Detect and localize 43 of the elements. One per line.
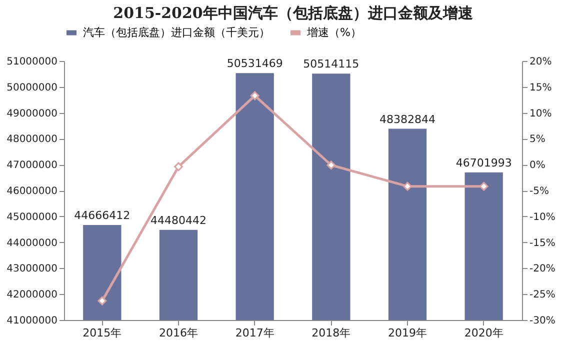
point (98, 296, 107, 306)
y2-tick-label: -15% (530, 238, 556, 249)
y2-tick-label: -20% (530, 264, 556, 275)
data-label: 48382844 (380, 112, 436, 126)
y2-tick-label: -30% (530, 316, 556, 326)
y2-tick-label: 10% (530, 108, 552, 120)
y-tick-label: 41000000 (6, 316, 58, 326)
y2-tick-label: -10% (530, 212, 556, 223)
y-tick-label: 46000000 (6, 186, 58, 197)
y2-tick-label: 5% (530, 134, 546, 146)
point (174, 162, 183, 172)
x-tick-label: 2019年 (388, 326, 427, 340)
x-tick-label: 2015年 (82, 326, 122, 340)
x-tick-label: 2020年 (464, 326, 504, 340)
y-tick-label: 45000000 (6, 212, 58, 223)
y-tick-label: 50000000 (6, 82, 58, 94)
y2-tick-label: 20% (530, 56, 552, 68)
data-label: 44480442 (150, 214, 206, 227)
x-tick-label: 2016年 (159, 326, 198, 340)
y2-tick-label: 0% (530, 160, 546, 172)
data-label: 46701993 (456, 156, 512, 170)
legend-label: 汽车（包括底盘）进口金额（千美元） (83, 26, 270, 39)
y2-tick-label: 15% (530, 82, 552, 94)
legend-label: 增速（%） (306, 26, 362, 39)
point (479, 182, 488, 191)
data-label: 44666412 (74, 209, 130, 222)
y2-tick-label: -5% (530, 186, 549, 197)
y-tick-label: 47000000 (6, 160, 58, 172)
x-tick-label: 2017年 (235, 326, 274, 340)
point (326, 160, 336, 170)
point (403, 182, 412, 191)
y-tick-label: 42000000 (6, 290, 58, 301)
y2-tick-label: -25% (530, 290, 556, 301)
y-tick-label: 48000000 (6, 134, 58, 146)
y-tick-label: 51000000 (6, 56, 58, 68)
data-label: 50531469 (226, 57, 283, 70)
point (250, 91, 260, 100)
y-tick-label: 44000000 (6, 238, 58, 249)
data-label: 50514115 (303, 58, 360, 71)
chart-title: 2015-2020年中国汽车（包括底盘）进口金额及增速 (113, 4, 474, 22)
y-tick-label: 49000000 (6, 108, 58, 120)
y-tick-label: 43000000 (6, 264, 58, 275)
x-tick-label: 2018年 (312, 326, 351, 340)
